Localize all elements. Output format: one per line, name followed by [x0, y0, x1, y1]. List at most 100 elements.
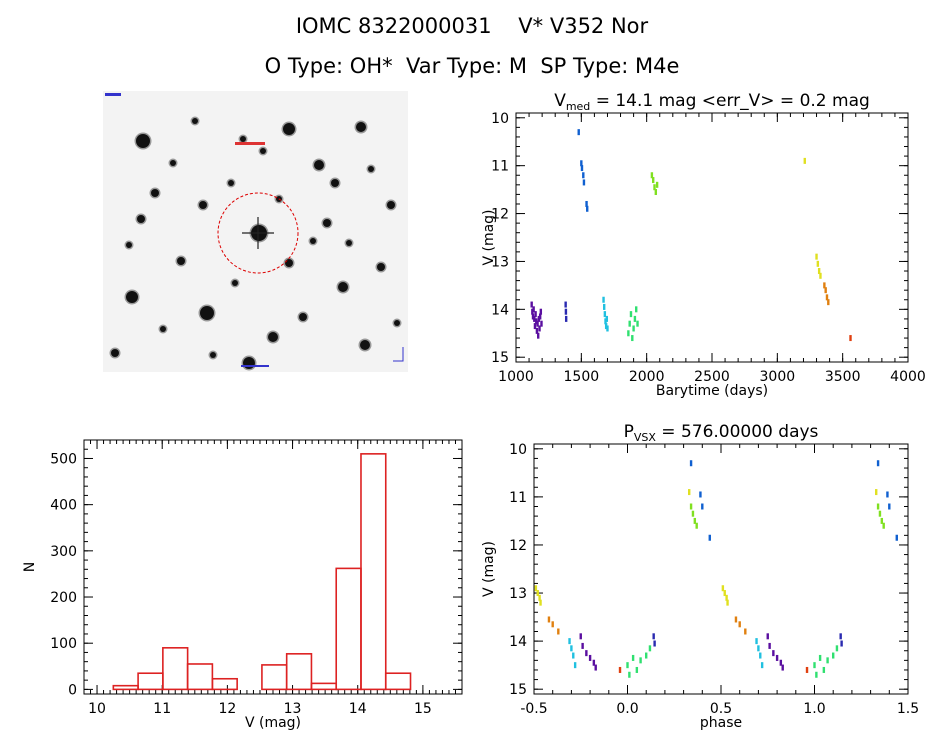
chart-title-line2: O Type: OH* Var Type: M SP Type: M4e	[264, 54, 680, 78]
data-point	[580, 160, 583, 167]
x-tick-label: 15	[414, 701, 432, 717]
data-point	[588, 654, 592, 661]
data-point	[689, 503, 693, 510]
x-tick-label: 4000	[890, 369, 926, 385]
data-point	[813, 662, 816, 669]
data-point	[538, 313, 542, 320]
x-tick-label: 1.0	[803, 701, 825, 717]
x-tick-label: 0.5	[710, 701, 732, 717]
data-point	[818, 654, 822, 661]
data-point	[738, 621, 741, 628]
data-point	[629, 311, 633, 318]
finder-star	[268, 332, 278, 342]
data-point	[534, 585, 538, 592]
data-point	[815, 253, 818, 260]
data-point	[888, 503, 891, 510]
histogram-bar	[112, 684, 139, 691]
data-point	[726, 599, 729, 606]
finder-star	[177, 257, 185, 265]
data-point	[803, 157, 806, 164]
data-point	[880, 517, 884, 524]
data-point	[626, 662, 629, 669]
y-tick-label: 11	[509, 490, 527, 506]
data-point	[537, 332, 540, 339]
finder-star	[368, 166, 374, 172]
data-point	[759, 652, 762, 659]
data-point	[580, 165, 584, 172]
finder-star	[331, 179, 339, 187]
data-point	[551, 621, 554, 628]
finder-star	[260, 148, 266, 154]
data-point	[840, 640, 843, 647]
finder-star	[314, 160, 324, 170]
x-tick-label: 1000	[498, 369, 534, 385]
data-point	[723, 590, 726, 597]
data-point	[577, 129, 580, 136]
data-point	[827, 299, 830, 306]
finder-star	[377, 263, 385, 271]
histogram-bar	[162, 647, 189, 691]
finder-star	[299, 313, 307, 321]
data-point	[582, 179, 586, 186]
data-point	[586, 205, 589, 212]
finder-star	[137, 215, 145, 223]
data-point	[815, 671, 818, 678]
data-point	[568, 638, 571, 645]
data-point	[721, 585, 725, 592]
data-point	[734, 616, 738, 623]
finder-chart-svg	[105, 93, 404, 371]
data-point	[772, 650, 775, 657]
finder-compass	[393, 347, 404, 362]
data-point	[631, 335, 634, 342]
histogram-bar	[285, 653, 313, 691]
histogram-bar	[384, 672, 412, 691]
data-point	[633, 315, 637, 322]
data-point	[631, 654, 635, 661]
data-point	[570, 645, 573, 652]
histogram-bar	[360, 453, 387, 691]
data-point	[602, 296, 605, 303]
data-point	[538, 325, 541, 332]
data-point	[535, 327, 539, 334]
data-point	[536, 590, 539, 597]
x-axis-label: V (mag)	[245, 715, 301, 731]
data-point	[895, 534, 898, 541]
data-point	[539, 308, 543, 315]
data-point	[781, 664, 784, 671]
data-point	[701, 503, 704, 510]
chart-title-line1: IOMC 8322000031 V* V352 Nor	[295, 14, 649, 38]
finder-star	[228, 180, 234, 186]
finder-star	[160, 326, 166, 332]
data-point	[876, 460, 880, 467]
y-axis-label: V (mag)	[481, 541, 497, 597]
finder-star	[310, 238, 316, 244]
data-point	[627, 330, 630, 337]
y-tick-label: 13	[509, 586, 527, 602]
data-point	[699, 491, 702, 498]
data-point	[878, 510, 882, 517]
data-point	[876, 503, 880, 510]
data-point	[886, 491, 889, 498]
data-point	[531, 308, 534, 315]
finder-star	[387, 201, 395, 209]
y-tick-label: 100	[50, 636, 77, 652]
data-point	[744, 628, 747, 635]
data-point	[779, 659, 783, 666]
data-point	[825, 294, 829, 301]
data-point	[537, 315, 541, 322]
data-point	[653, 640, 656, 647]
finder-star	[360, 340, 370, 350]
data-point	[826, 657, 829, 664]
data-point	[882, 522, 885, 529]
x-tick-label: 3000	[760, 369, 796, 385]
data-point	[775, 654, 779, 661]
data-point	[822, 666, 826, 673]
data-point	[639, 657, 642, 664]
data-point	[708, 534, 711, 541]
y-tick-label: 200	[50, 590, 77, 606]
x-tick-label: 3500	[825, 369, 861, 385]
data-point	[725, 594, 728, 601]
data-point	[603, 303, 606, 310]
plot-title: PVSX = 576.00000 days	[624, 422, 819, 444]
